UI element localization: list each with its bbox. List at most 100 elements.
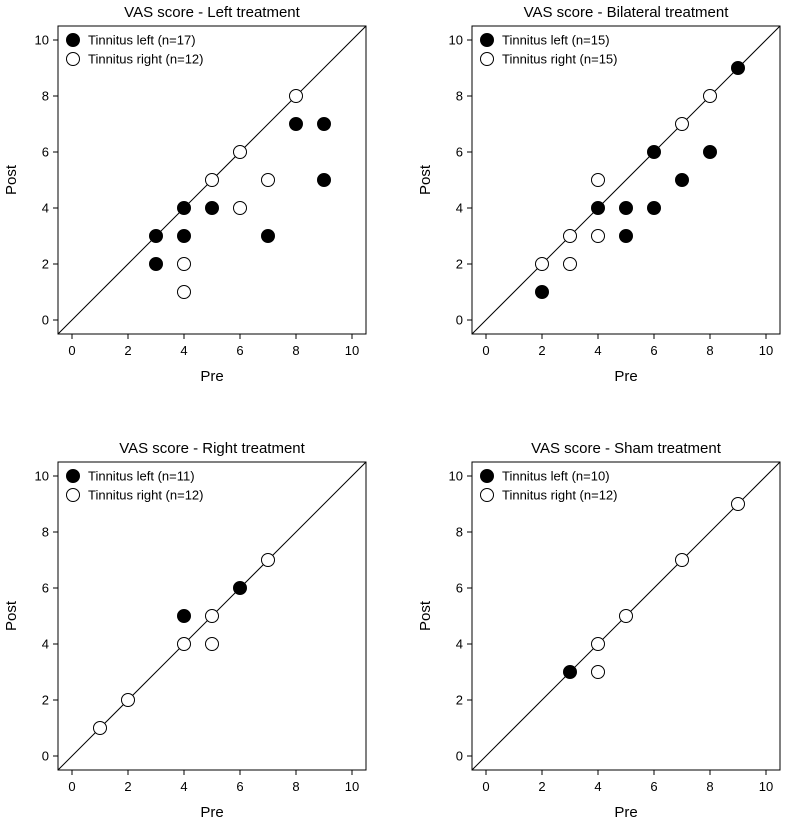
y-tick-label: 10	[449, 469, 463, 484]
y-tick-label: 8	[42, 525, 49, 540]
data-point-open	[121, 693, 135, 707]
data-point-open	[703, 89, 717, 103]
data-point-open	[205, 173, 219, 187]
chart-panel-1: VAS score - Left treatment 0 2 4 6 8 10 0 2 4 6 8 10…	[3, 4, 367, 385]
legend-label: Tinnitus left (n=10)	[502, 469, 610, 484]
legend-marker	[66, 488, 80, 502]
data-point-filled	[591, 201, 605, 215]
data-point-open	[177, 257, 191, 271]
y-tick-label: 4	[42, 637, 49, 652]
data-point-filled	[675, 173, 689, 187]
x-tick-label: 2	[124, 343, 131, 358]
y-tick-label: 0	[456, 749, 463, 764]
chart-panel-4: VAS score - Sham treatment 0 2 4 6 8 10 0 2 4 6 8 10…	[417, 440, 781, 821]
data-point-open	[675, 553, 689, 567]
x-tick-label: 4	[594, 343, 601, 358]
legend-marker	[66, 469, 80, 483]
legend-label: Tinnitus left (n=17)	[88, 33, 196, 48]
chart-title: VAS score - Right treatment	[119, 440, 305, 457]
y-tick-label: 4	[456, 637, 463, 652]
x-axis-label: Pre	[200, 368, 223, 385]
y-tick-label: 8	[456, 89, 463, 104]
data-point-open	[563, 257, 577, 271]
data-point-open	[731, 497, 745, 511]
legend-label: Tinnitus right (n=12)	[502, 488, 618, 503]
plot-frame	[471, 25, 781, 335]
data-point-filled	[317, 173, 331, 187]
data-point-open	[205, 609, 219, 623]
data-point-filled	[647, 145, 661, 159]
y-axis-label: Post	[3, 600, 20, 631]
chart-title: VAS score - Bilateral treatment	[524, 4, 730, 21]
x-axis-label: Pre	[614, 368, 637, 385]
data-point-filled	[289, 117, 303, 131]
x-axis-label: Pre	[200, 804, 223, 821]
chart-title: VAS score - Left treatment	[124, 4, 300, 21]
data-point-open	[177, 285, 191, 299]
y-tick-label: 0	[42, 313, 49, 328]
data-point-open	[675, 117, 689, 131]
data-point-filled	[563, 665, 577, 679]
x-tick-label: 8	[292, 779, 299, 794]
y-tick-label: 0	[456, 313, 463, 328]
y-tick-label: 0	[42, 749, 49, 764]
y-tick-label: 6	[42, 145, 49, 160]
x-tick-label: 8	[292, 343, 299, 358]
y-tick-label: 4	[42, 201, 49, 216]
legend-marker	[480, 469, 494, 483]
x-tick-label: 4	[180, 343, 187, 358]
y-tick-label: 2	[42, 693, 49, 708]
legend-label: Tinnitus left (n=15)	[502, 33, 610, 48]
x-tick-label: 4	[594, 779, 601, 794]
data-point-open	[591, 229, 605, 243]
x-tick-label: 8	[706, 343, 713, 358]
y-axis-label: Post	[417, 600, 434, 631]
legend-label: Tinnitus right (n=12)	[88, 52, 204, 67]
x-tick-label: 10	[759, 343, 773, 358]
legend-label: Tinnitus right (n=12)	[88, 488, 204, 503]
data-point-open	[591, 173, 605, 187]
y-tick-label: 10	[35, 33, 49, 48]
y-tick-label: 10	[449, 33, 463, 48]
data-point-open	[233, 201, 247, 215]
data-point-filled	[731, 61, 745, 75]
y-tick-label: 10	[35, 469, 49, 484]
data-point-open	[563, 229, 577, 243]
data-point-filled	[317, 117, 331, 131]
data-point-open	[591, 665, 605, 679]
data-point-open	[535, 257, 549, 271]
legend-label: Tinnitus left (n=11)	[88, 469, 195, 484]
data-point-filled	[233, 581, 247, 595]
data-point-filled	[177, 201, 191, 215]
y-tick-label: 2	[456, 257, 463, 272]
legend-marker	[480, 488, 494, 502]
legend-marker	[66, 52, 80, 66]
data-point-filled	[619, 201, 633, 215]
data-point-filled	[619, 229, 633, 243]
y-tick-label: 6	[456, 581, 463, 596]
data-point-open	[619, 609, 633, 623]
x-axis-label: Pre	[614, 804, 637, 821]
x-tick-label: 10	[759, 779, 773, 794]
data-point-filled	[177, 229, 191, 243]
y-tick-label: 8	[456, 525, 463, 540]
x-tick-label: 0	[68, 343, 75, 358]
y-tick-label: 6	[42, 581, 49, 596]
data-point-filled	[703, 145, 717, 159]
legend-marker	[66, 33, 80, 47]
y-tick-label: 4	[456, 201, 463, 216]
x-tick-label: 10	[345, 343, 359, 358]
data-point-open	[177, 637, 191, 651]
x-tick-label: 2	[124, 779, 131, 794]
chart-title: VAS score - Sham treatment	[531, 440, 722, 457]
x-tick-label: 0	[482, 779, 489, 794]
data-point-open	[261, 173, 275, 187]
chart-panel-2: VAS score - Bilateral treatment 0 2 4 6 8 10 0 2…	[417, 4, 781, 385]
legend-marker	[480, 52, 494, 66]
x-tick-label: 6	[236, 343, 243, 358]
x-tick-label: 6	[236, 779, 243, 794]
y-tick-label: 2	[456, 693, 463, 708]
chart-panel-3: VAS score - Right treatment 0 2 4 6 8 10 0 2 4 6 8 1…	[3, 440, 367, 821]
legend-label: Tinnitus right (n=15)	[502, 52, 618, 67]
